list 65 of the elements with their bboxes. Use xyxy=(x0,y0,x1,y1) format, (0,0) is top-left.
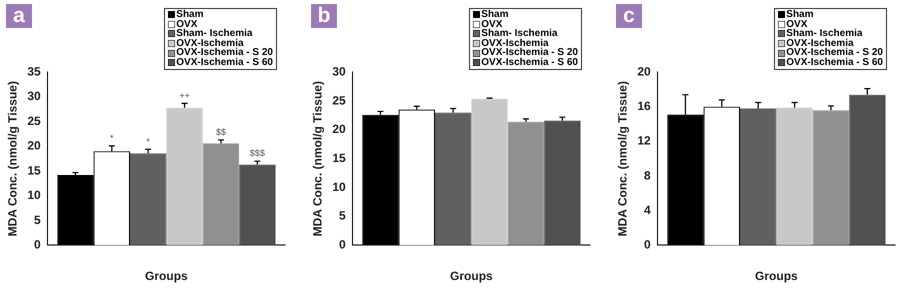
y-tick-label: 25 xyxy=(27,114,42,128)
annotation: ++ xyxy=(179,90,190,100)
bar xyxy=(202,143,240,246)
y-tick-label: 35 xyxy=(27,64,42,79)
y-tick-label: 0 xyxy=(339,238,346,252)
bar xyxy=(434,112,472,246)
y-tick-label: 10 xyxy=(332,180,346,194)
bar xyxy=(508,122,544,246)
bar xyxy=(166,108,203,246)
legend-label: Sham xyxy=(176,9,204,20)
y-tick-label: 20 xyxy=(637,64,652,79)
legend-label: OVX-Ischemia - S 60 xyxy=(481,56,578,68)
annotation: $$ xyxy=(216,126,226,137)
y-tick-label: 5 xyxy=(34,212,42,227)
legend-label: Sham xyxy=(481,9,509,20)
legend-label: OVX-Ischemia - S 20 xyxy=(481,47,578,58)
y-axis-title: MDA Conc. (nmol/g Tissue) xyxy=(616,81,630,236)
y-tick-label: 25 xyxy=(332,93,346,108)
y-axis-title: MDA Conc. (nmol/g Tissue) xyxy=(6,81,20,236)
legend-label: OVX xyxy=(481,18,502,30)
annotation: * xyxy=(146,136,150,146)
bar xyxy=(544,120,581,246)
y-tick-label: 30 xyxy=(27,89,42,104)
y-tick-label: 8 xyxy=(644,168,652,182)
bar xyxy=(471,98,508,246)
legend-label: OVX-Ischemia xyxy=(176,38,244,49)
bar xyxy=(812,110,850,246)
y-tick-label: 20 xyxy=(27,138,42,153)
y-tick-label: 15 xyxy=(27,163,42,178)
bar xyxy=(130,153,166,246)
y-tick-label: 15 xyxy=(332,151,346,166)
y-tick-label: 4 xyxy=(644,202,652,217)
bar xyxy=(849,94,886,246)
bar xyxy=(239,164,276,246)
legend-label: OVX-Ischemia - S 20 xyxy=(176,47,273,58)
legend-label: Sham xyxy=(786,9,814,20)
annotation: * xyxy=(110,132,114,143)
y-tick-label: 12 xyxy=(637,134,652,148)
y-tick-label: 30 xyxy=(332,64,346,79)
legend-label: Sham- Ischemia xyxy=(481,28,558,40)
y-axis-title: MDA Conc. (nmol/g Tissue) xyxy=(310,81,325,236)
x-axis-title: Groups xyxy=(755,269,798,284)
legend-label: OVX-Ischemia - S 60 xyxy=(176,56,273,68)
legend-label: OVX-Ischemia - S 20 xyxy=(786,47,883,58)
legend-label: OVX xyxy=(176,18,198,30)
y-tick-label: 10 xyxy=(27,188,42,202)
legend-label: Sham- Ischemia xyxy=(176,28,252,40)
chart-title: c xyxy=(616,4,642,28)
chart-title: b xyxy=(311,4,337,28)
y-tick-label: 20 xyxy=(332,122,346,136)
legend-label: OVX-Ischemia xyxy=(786,38,854,49)
legend-label: OVX-Ischemia xyxy=(481,38,549,49)
legend-label: OVX-Ischemia - S 60 xyxy=(786,56,883,68)
bar xyxy=(740,108,776,246)
x-axis-title: Groups xyxy=(450,269,494,284)
x-axis-title: Groups xyxy=(145,269,188,284)
legend-label: OVX xyxy=(786,18,808,30)
legend-label: Sham- Ischemia xyxy=(786,28,862,40)
y-tick-label: 16 xyxy=(637,99,652,114)
chart-title: a xyxy=(6,4,32,28)
bar xyxy=(776,108,813,246)
y-tick-label: 0 xyxy=(34,238,42,252)
y-tick-label: 5 xyxy=(339,208,346,223)
annotation: $$$ xyxy=(250,148,265,158)
y-tick-label: 0 xyxy=(644,238,652,252)
